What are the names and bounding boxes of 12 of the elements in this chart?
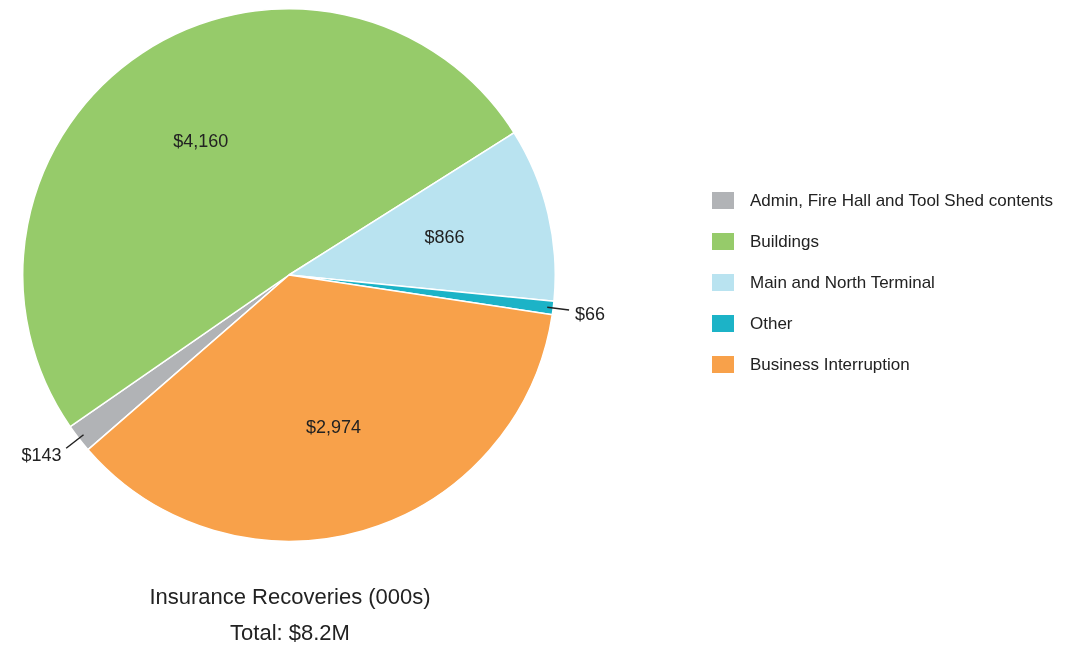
data-label: $866 [424,227,465,248]
legend-label: Business Interruption [750,354,910,375]
text: Total: $8.2M [229,620,351,646]
data-label: $4,160 [173,130,229,151]
legend-label: Main and North Terminal [750,272,935,293]
data-label: $143 [21,444,62,465]
text: Insurance Recoveries (000s) [148,584,432,610]
data-label: $66 [575,303,606,324]
data-label: $2,974 [306,417,362,438]
legend-label: Buildings [750,231,819,252]
legend-label: Admin, Fire Hall and Tool Shed contents [750,190,1054,211]
legend-label: Other [750,313,793,334]
